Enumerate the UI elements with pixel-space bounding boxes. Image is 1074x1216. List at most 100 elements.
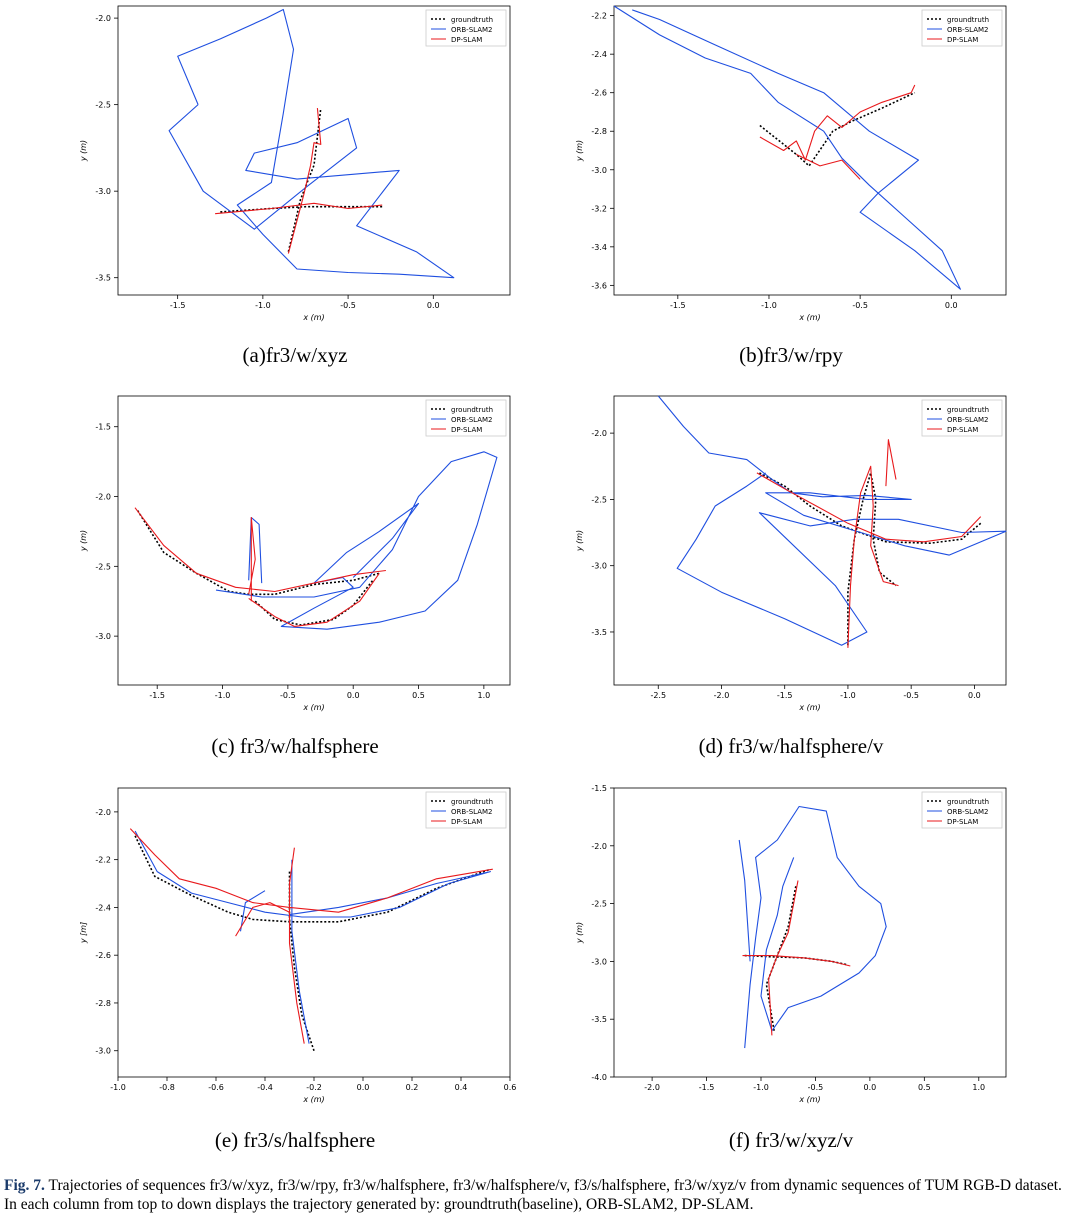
y-tick-label: -3.6 — [591, 281, 607, 290]
legend-box — [425, 399, 507, 437]
y-tick-label: -3.5 — [591, 628, 607, 637]
series-line-dp-slam — [248, 516, 256, 602]
x-tick-label: 0.6 — [504, 1083, 517, 1092]
series-line-orb-slam2 — [613, 5, 961, 290]
series-line-orb-slam2 — [657, 395, 1007, 646]
legend-label: groundtruth — [451, 406, 493, 414]
x-tick-label: 1.0 — [972, 1083, 985, 1092]
series-line-orb-slam2 — [248, 516, 263, 584]
legend-box — [425, 9, 507, 47]
y-tick-label: -3.0 — [591, 166, 607, 175]
y-axis-label: y (m) — [575, 922, 584, 944]
x-tick-label: -1.0 — [110, 1083, 126, 1092]
y-tick-label: -2.8 — [591, 127, 607, 136]
trajectory-chart-d: -2.5 -2.0 -1.5 -1.0 -0.5 0.0 -2.0 -2.5 -3.0 -3.5 x… — [575, 395, 1007, 712]
plot-frame — [613, 5, 1007, 296]
series-group — [168, 8, 455, 279]
x-tick-label: 0.0 — [357, 1083, 370, 1092]
series-group — [129, 828, 493, 1051]
caption-a: (a)fr3/w/xyz — [242, 343, 348, 367]
legend: groundtruth ORB-SLAM2 DP-SLAM — [921, 791, 1003, 829]
legend-label: ORB-SLAM2 — [451, 808, 493, 816]
legend-label: DP-SLAM — [947, 426, 978, 434]
legend: groundtruth ORB-SLAM2 DP-SLAM — [921, 399, 1003, 437]
panel-a: -1.5 -1.0 -0.5 0.0 -2.0 -2.5 -3.0 -3.5 x (m) y (m… — [60, 0, 530, 330]
figure-label: Fig. 7. — [4, 1177, 45, 1194]
x-tick-label: -1.5 — [670, 301, 686, 310]
plot-frame — [613, 395, 1007, 686]
x-axis-label: x (m) — [302, 313, 324, 322]
y-axis-label: y [m] — [79, 922, 88, 944]
legend: groundtruth ORB-SLAM2 DP-SLAM — [921, 9, 1003, 47]
legend-box — [921, 399, 1003, 437]
panel-e: -1.0 -0.8 -0.6 -0.4 -0.2 0.0 0.2 0.4 0.6 -2.0 -2.2… — [60, 782, 530, 1112]
x-tick-label: -2.0 — [714, 691, 730, 700]
legend-label: groundtruth — [947, 406, 989, 414]
x-tick-label: 0.0 — [945, 301, 958, 310]
series-line-dp-slam — [287, 108, 322, 254]
y-axis-label: y (m) — [79, 140, 88, 162]
y-tick-label: -2.2 — [95, 856, 111, 865]
x-tick-label: -1.0 — [753, 1083, 769, 1092]
plot-frame — [117, 787, 511, 1078]
x-tick-label: -2.0 — [644, 1083, 660, 1092]
series-group — [613, 5, 961, 290]
y-tick-label: -2.2 — [591, 12, 607, 21]
series-group — [134, 451, 498, 630]
y-tick-label: -3.0 — [591, 957, 607, 966]
panel-d: -2.5 -2.0 -1.5 -1.0 -0.5 0.0 -2.0 -2.5 -3.0 -3.5 x… — [556, 390, 1026, 720]
y-tick-label: -4.0 — [591, 1073, 607, 1082]
trajectory-chart-a: -1.5 -1.0 -0.5 0.0 -2.0 -2.5 -3.0 -3.5 x (m) y (m… — [79, 5, 511, 322]
y-tick-label: -3.0 — [95, 632, 111, 641]
x-tick-label: -0.6 — [208, 1083, 224, 1092]
x-tick-label: -0.5 — [340, 301, 356, 310]
legend-label: DP-SLAM — [451, 36, 482, 44]
series-line-orb-slam2 — [239, 890, 266, 932]
series-line-dp-slam — [248, 572, 380, 627]
series-line-groundtruth — [220, 205, 383, 213]
series-line-orb-slam2 — [215, 451, 498, 630]
x-tick-label: 0.5 — [918, 1083, 931, 1092]
plot-frame — [613, 787, 1007, 1078]
x-tick-label: -1.5 — [149, 691, 165, 700]
x-tick-label: -1.0 — [761, 301, 777, 310]
y-axis-label: y (m) — [79, 530, 88, 552]
y-tick-label: -3.0 — [95, 187, 111, 196]
x-tick-label: -1.5 — [699, 1083, 715, 1092]
caption-c: (c) fr3/w/halfsphere — [211, 734, 379, 758]
plot-frame — [117, 5, 511, 296]
y-tick-label: -2.0 — [591, 429, 607, 438]
x-tick-label: -1.5 — [170, 301, 186, 310]
y-tick-label: -2.4 — [95, 903, 111, 912]
x-tick-label: 0.2 — [406, 1083, 419, 1092]
trajectory-chart-c: -1.5 -1.0 -0.5 0.0 0.5 1.0 -1.5 -2.0 -2.5 -3.0 x (… — [79, 395, 511, 712]
legend: groundtruth ORB-SLAM2 DP-SLAM — [425, 9, 507, 47]
trajectory-chart-b: -1.5 -1.0 -0.5 0.0 -2.2 -2.4 -2.6 -2.8 -3.0 -3.2 -… — [575, 5, 1007, 322]
y-axis-label: y (m) — [575, 140, 584, 162]
series-line-orb-slam2 — [168, 8, 455, 279]
series-line-dp-slam — [235, 902, 290, 937]
y-tick-label: -3.2 — [591, 204, 607, 213]
legend-label: ORB-SLAM2 — [451, 416, 493, 424]
x-tick-label: -0.5 — [852, 301, 868, 310]
x-tick-label: -0.5 — [280, 691, 296, 700]
legend-box — [921, 791, 1003, 829]
plot-frame — [117, 395, 511, 686]
y-tick-label: -2.0 — [591, 842, 607, 851]
x-tick-label: -0.2 — [306, 1083, 322, 1092]
panel-f: -2.0 -1.5 -1.0 -0.5 0.0 0.5 1.0 -1.5 -2.0 -2.5 -3.… — [556, 782, 1026, 1112]
series-line-dp-slam — [759, 84, 916, 161]
y-tick-label: -2.6 — [591, 89, 607, 98]
x-axis-label: x (m) — [798, 313, 820, 322]
x-tick-label: -0.5 — [808, 1083, 824, 1092]
series-line-groundtruth — [136, 510, 380, 596]
legend-label: ORB-SLAM2 — [947, 26, 989, 34]
series-line-dp-slam — [742, 955, 851, 967]
x-tick-label: 1.0 — [477, 691, 490, 700]
x-axis-label: x (m) — [798, 703, 820, 712]
series-line-dp-slam — [756, 472, 982, 543]
series-line-groundtruth — [288, 871, 315, 1051]
legend-label: DP-SLAM — [451, 818, 482, 826]
series-line-dp-slam — [129, 828, 493, 913]
y-tick-label: -2.5 — [95, 562, 111, 571]
